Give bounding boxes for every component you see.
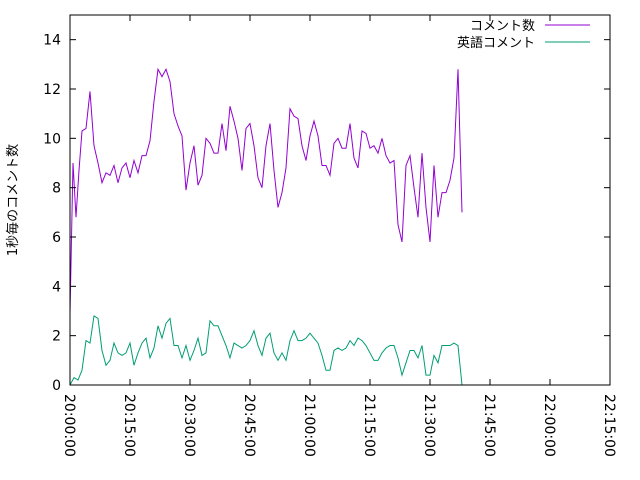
series-line-0 [69,67,463,314]
legend-label: 英語コメント [457,35,535,51]
y-tick-label: 10 [43,131,61,147]
y-tick-label: 14 [43,33,61,49]
y-tick-label: 0 [52,378,61,394]
x-tick-label: 21:00:00 [301,394,317,457]
plot-frame [69,14,611,386]
x-tick-label: 21:45:00 [481,394,497,457]
x-tick-label: 22:15:00 [601,394,617,457]
x-tick-label: 22:00:00 [541,394,557,457]
y-tick-label: 6 [52,230,61,246]
legend-label: コメント数 [470,19,535,34]
y-tick-label: 4 [52,279,61,295]
x-tick-label: 21:15:00 [361,394,377,457]
x-tick-label: 20:45:00 [241,394,257,457]
series-layer [69,67,463,386]
y-tick-label: 12 [43,82,61,98]
y-axis: 0 2 4 6 8 10 12 14 [43,33,610,394]
series-line-1 [69,315,463,386]
y-tick-label: 2 [52,329,61,345]
x-tick-label: 20:15:00 [121,394,137,457]
y-tick-label: 8 [52,181,61,197]
x-tick-label: 20:30:00 [181,394,197,457]
x-tick-label: 21:30:00 [421,394,437,457]
x-tick-label: 20:00:00 [61,394,77,457]
y-axis-label: 1秒毎のコメント数 [5,144,21,256]
x-axis: 20:00:00 20:15:00 20:30:00 20:45:00 21:00:00… [61,15,617,457]
